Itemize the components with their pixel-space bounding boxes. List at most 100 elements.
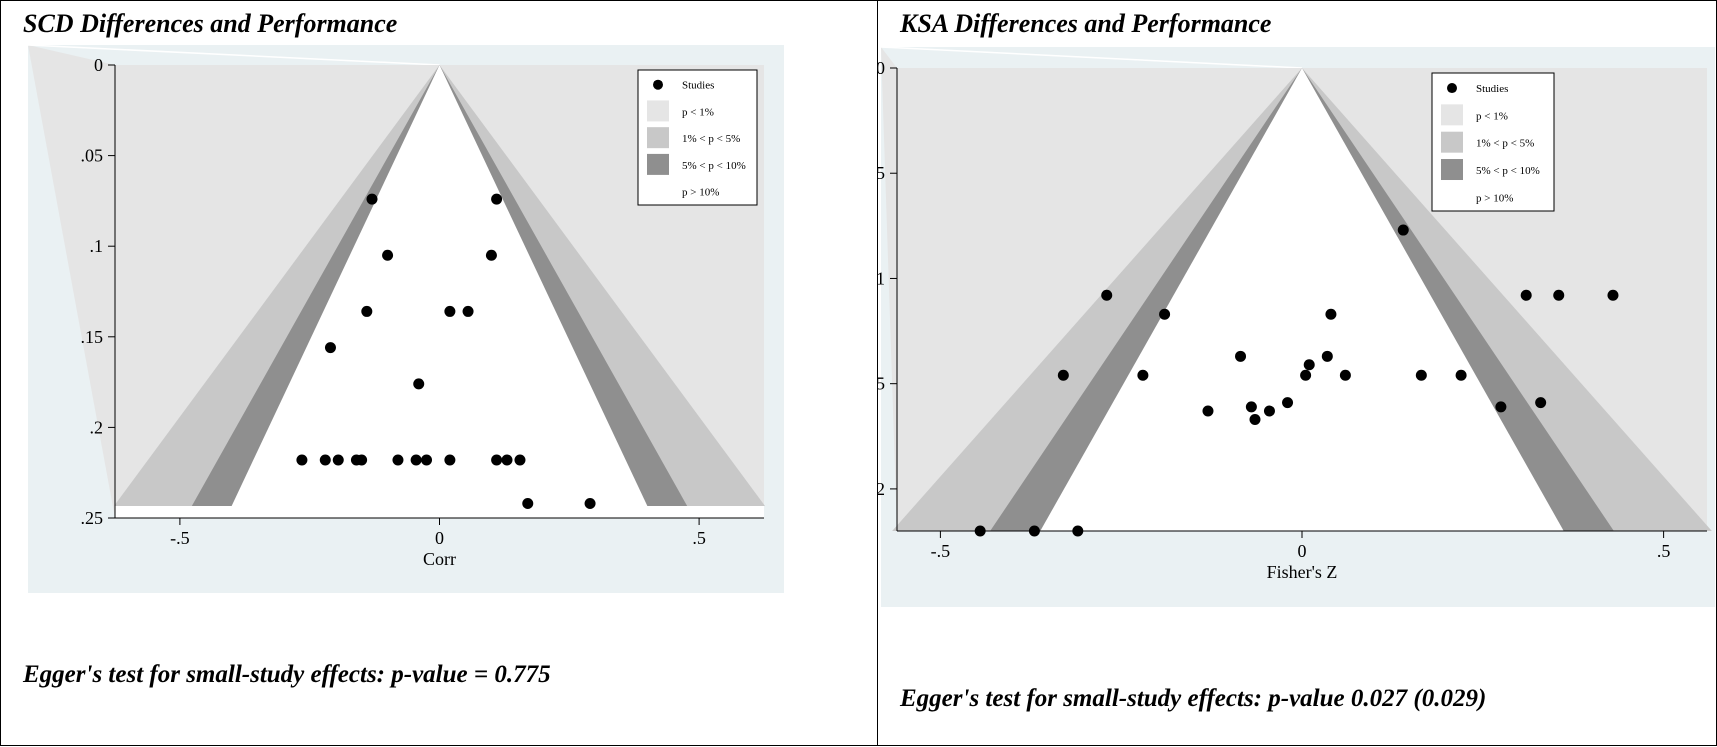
legend-marker-studies xyxy=(1447,83,1457,94)
legend-swatch xyxy=(1441,159,1463,181)
study-point xyxy=(366,193,378,205)
y-tick-label: .2 xyxy=(878,479,885,499)
x-axis-label: Fisher's Z xyxy=(1267,562,1338,582)
study-point xyxy=(1535,397,1547,409)
legend-marker-studies xyxy=(653,79,663,90)
y-tick-label: .05 xyxy=(878,163,885,183)
study-point xyxy=(1520,289,1532,301)
study-point xyxy=(296,454,308,466)
study-point xyxy=(1072,525,1084,537)
legend-label: Studies xyxy=(1476,83,1508,95)
study-point xyxy=(501,454,513,466)
study-point xyxy=(382,249,394,261)
legend-label: 1% < p < 5% xyxy=(682,133,740,145)
legend-swatch xyxy=(647,180,669,202)
funnel-plot-ksa: 0 .05 .1 .15 .2 -.5 0 .5 Fisher's Z Studies p < 1%… xyxy=(878,46,1715,607)
study-point xyxy=(413,378,425,390)
study-point xyxy=(1495,401,1507,413)
y-tick-label: .05 xyxy=(81,146,104,166)
x-tick-label: -.5 xyxy=(170,528,190,548)
study-point xyxy=(1245,401,1257,413)
study-point xyxy=(1607,289,1619,301)
study-point xyxy=(514,454,526,466)
funnel-plot-panel-scd: SCD Differences and Performance 0 .05 .1 .1… xyxy=(0,0,878,746)
study-point xyxy=(1235,350,1247,362)
study-point xyxy=(1325,308,1337,320)
study-point xyxy=(1028,525,1040,537)
study-point xyxy=(974,525,986,537)
study-point xyxy=(319,454,331,466)
study-point xyxy=(444,454,456,466)
legend-label: Studies xyxy=(682,80,714,92)
legend-swatch xyxy=(647,153,669,175)
funnel-plot-panel-ksa: KSA Differences and Performance 0 .05 .1 .1… xyxy=(877,0,1717,746)
legend-swatch xyxy=(1441,186,1463,208)
contour-region-gt-10 xyxy=(231,65,648,506)
chart-title: SCD Differences and Performance xyxy=(23,9,398,38)
study-point xyxy=(1321,350,1333,362)
y-tick-label: 0 xyxy=(94,55,103,75)
chart-title: KSA Differences and Performance xyxy=(900,9,1272,38)
egger-test-result: Egger's test for small-study effects: p-… xyxy=(900,685,1487,712)
legend-label: p < 1% xyxy=(682,106,714,118)
y-tick-label: .25 xyxy=(81,508,104,528)
legend-label: 5% < p < 10% xyxy=(682,160,746,172)
study-point xyxy=(392,454,404,466)
egger-test-result: Egger's test for small-study effects: p-… xyxy=(23,661,551,688)
study-point xyxy=(361,305,373,317)
legend-label: 1% < p < 5% xyxy=(1476,138,1534,150)
y-tick-label: .15 xyxy=(81,327,104,347)
study-point xyxy=(1300,369,1312,381)
study-point xyxy=(1455,369,1467,381)
x-tick-label: .5 xyxy=(1657,541,1671,561)
funnel-extension-left xyxy=(881,47,897,531)
study-point xyxy=(1397,224,1409,236)
funnel-extension-line xyxy=(27,44,440,66)
x-tick-label: .5 xyxy=(692,528,706,548)
y-tick-label: 0 xyxy=(878,58,885,78)
legend-swatch xyxy=(1441,131,1463,153)
study-point xyxy=(1303,359,1315,371)
study-point xyxy=(1263,405,1275,417)
plot-bottom-strip xyxy=(115,506,764,518)
study-point xyxy=(1249,413,1261,425)
study-point xyxy=(1101,289,1113,301)
study-point xyxy=(485,249,497,261)
x-axis-label: Corr xyxy=(423,549,456,569)
study-point xyxy=(1553,289,1565,301)
study-point xyxy=(1159,308,1171,320)
legend-swatch xyxy=(647,100,669,122)
funnel-extension-line xyxy=(880,46,1303,69)
x-tick-label: -.5 xyxy=(931,541,951,561)
y-tick-label: .15 xyxy=(878,374,885,394)
study-point xyxy=(522,498,534,510)
study-point xyxy=(332,454,344,466)
study-point xyxy=(1137,369,1149,381)
study-point xyxy=(356,454,368,466)
legend-label: 5% < p < 10% xyxy=(1476,165,1540,177)
study-point xyxy=(444,305,456,317)
study-point xyxy=(421,454,433,466)
funnel-extension-left xyxy=(28,45,115,518)
study-point xyxy=(324,342,336,354)
study-point xyxy=(462,305,474,317)
y-tick-label: .1 xyxy=(90,236,104,256)
study-point xyxy=(1339,369,1351,381)
legend-swatch xyxy=(1441,104,1463,126)
study-point xyxy=(491,454,503,466)
legend-label: p < 1% xyxy=(1476,110,1508,122)
legend-label: p > 10% xyxy=(1476,192,1513,204)
study-point xyxy=(584,498,596,510)
study-point xyxy=(1202,405,1214,417)
y-tick-label: .2 xyxy=(90,417,104,437)
legend-label: p > 10% xyxy=(682,187,719,199)
x-tick-label: 0 xyxy=(1298,541,1307,561)
study-point xyxy=(1282,397,1294,409)
study-point xyxy=(1057,369,1069,381)
study-point xyxy=(1415,369,1427,381)
contour-region-gt-10 xyxy=(1040,68,1564,531)
legend-swatch xyxy=(647,127,669,149)
funnel-plot-scd: 0 .05 .1 .15 .2 .25 -.5 0 .5 Corr Studies p < 1% 1% … xyxy=(27,44,784,593)
study-point xyxy=(491,193,503,205)
study-point xyxy=(410,454,422,466)
